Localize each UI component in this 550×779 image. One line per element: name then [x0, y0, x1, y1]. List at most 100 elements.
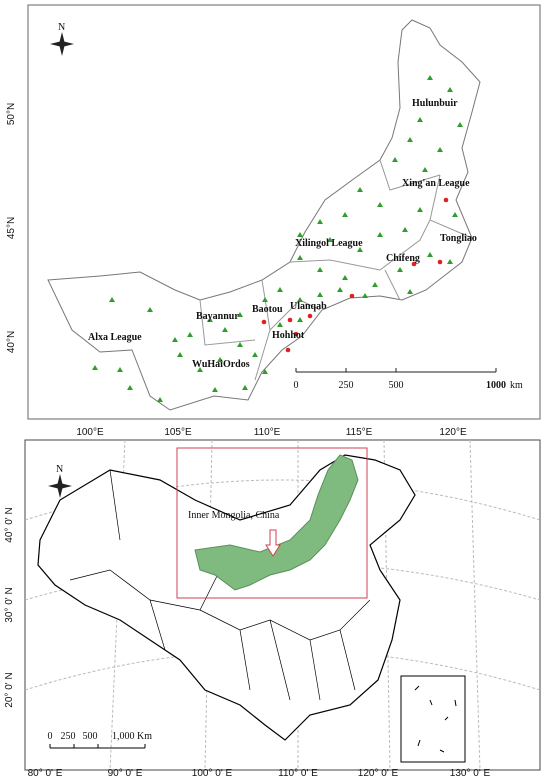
region-label: Ulanqab — [290, 301, 327, 312]
station-marker — [117, 367, 123, 372]
station-marker — [327, 237, 333, 242]
scale-label: 500 — [389, 380, 404, 391]
city-marker — [411, 261, 417, 267]
station-marker — [157, 397, 163, 402]
city-marker — [261, 319, 267, 325]
region-label: Tongliao — [440, 233, 477, 244]
lon-label: 130° 0' E — [450, 768, 491, 779]
lon-label: 110°E — [254, 427, 281, 438]
scale-label: 250 — [339, 380, 354, 391]
lon-label: 120° 0' E — [358, 768, 399, 779]
region-label: Chifeng — [386, 253, 420, 264]
lat-label: 45°N — [6, 217, 17, 239]
lon-label: 115°E — [346, 427, 373, 438]
lon-label: 120°E — [439, 427, 467, 438]
scale-bar: 0 250 500 1,000 Km — [48, 731, 152, 749]
station-marker — [457, 122, 463, 127]
region-label: Hulunbuir — [412, 98, 458, 109]
station-marker — [372, 282, 378, 287]
scale-label: 0 — [48, 731, 53, 742]
region-label: Alxa League — [88, 332, 142, 343]
lon-label: 100°E — [76, 427, 104, 438]
station-marker — [297, 255, 303, 260]
inner-mongolia-highlight — [194, 454, 359, 591]
inset-islands — [414, 685, 457, 753]
station-marker — [297, 232, 303, 237]
city-marker — [443, 197, 449, 203]
station-marker — [177, 352, 183, 357]
station-marker — [357, 187, 363, 192]
station-marker — [317, 292, 323, 297]
station-marker — [342, 275, 348, 280]
station-marker — [362, 293, 368, 298]
scale-label: 250 — [61, 731, 76, 742]
station-marker — [452, 212, 458, 217]
station-marker — [212, 387, 218, 392]
station-marker — [207, 317, 213, 322]
city-marker — [307, 313, 313, 319]
station-marker — [237, 342, 243, 347]
city-marker — [287, 317, 293, 323]
stations — [92, 75, 463, 402]
station-marker — [217, 357, 223, 362]
station-marker — [222, 327, 228, 332]
lat-label: 20° 0' N — [4, 672, 15, 707]
lat-label: 40°N — [6, 331, 17, 353]
station-marker — [297, 317, 303, 322]
north-label: N — [58, 22, 65, 33]
region-label: Hohhot — [272, 330, 305, 341]
scale-label: 0 — [294, 380, 299, 391]
station-marker — [92, 365, 98, 370]
lon-label: 90° 0' E — [108, 768, 143, 779]
city-marker — [349, 293, 355, 299]
station-marker — [417, 117, 423, 122]
station-marker — [187, 332, 193, 337]
station-marker — [427, 75, 433, 80]
station-marker — [172, 337, 178, 342]
station-marker — [437, 147, 443, 152]
station-marker — [252, 352, 258, 357]
station-marker — [447, 259, 453, 264]
station-marker — [392, 157, 398, 162]
city-marker — [293, 331, 299, 337]
north-label: N — [56, 464, 63, 475]
region-label: Xing'an League — [402, 178, 470, 189]
station-marker — [342, 212, 348, 217]
station-marker — [427, 252, 433, 257]
station-marker — [447, 87, 453, 92]
lat-label: 50°N — [6, 103, 17, 125]
scale-label: 500 — [83, 731, 98, 742]
station-marker — [262, 369, 268, 374]
scale-label: 1000 — [486, 380, 506, 391]
study-area-box — [176, 447, 368, 599]
station-marker — [397, 267, 403, 272]
station-marker — [377, 202, 383, 207]
city-marker — [285, 347, 291, 353]
north-arrow: N — [50, 22, 74, 56]
lon-label: 100° 0' E — [192, 768, 233, 779]
inner-mongolia-outline — [47, 19, 481, 411]
station-marker — [402, 227, 408, 232]
region-label: Bayannur — [196, 311, 239, 322]
station-marker — [277, 322, 283, 327]
station-marker — [417, 207, 423, 212]
pointer-arrow — [265, 529, 281, 557]
station-marker — [317, 267, 323, 272]
region-label: Baotou — [252, 304, 283, 315]
station-marker — [127, 385, 133, 390]
lat-label: 30° 0' N — [4, 587, 15, 622]
station-marker — [242, 385, 248, 390]
scale-label: 1,000 Km — [112, 731, 152, 742]
scale-bar: 0 250 500 1000 km — [294, 368, 523, 391]
station-marker — [237, 312, 243, 317]
station-marker — [277, 287, 283, 292]
station-marker — [147, 307, 153, 312]
north-arrow: N — [48, 464, 72, 498]
inset-frame — [400, 675, 466, 763]
study-area-label: Inner Mongolia, China — [188, 510, 280, 521]
scale-unit: km — [510, 380, 523, 391]
station-marker — [357, 247, 363, 252]
station-marker — [297, 297, 303, 302]
city-marker — [437, 259, 443, 265]
